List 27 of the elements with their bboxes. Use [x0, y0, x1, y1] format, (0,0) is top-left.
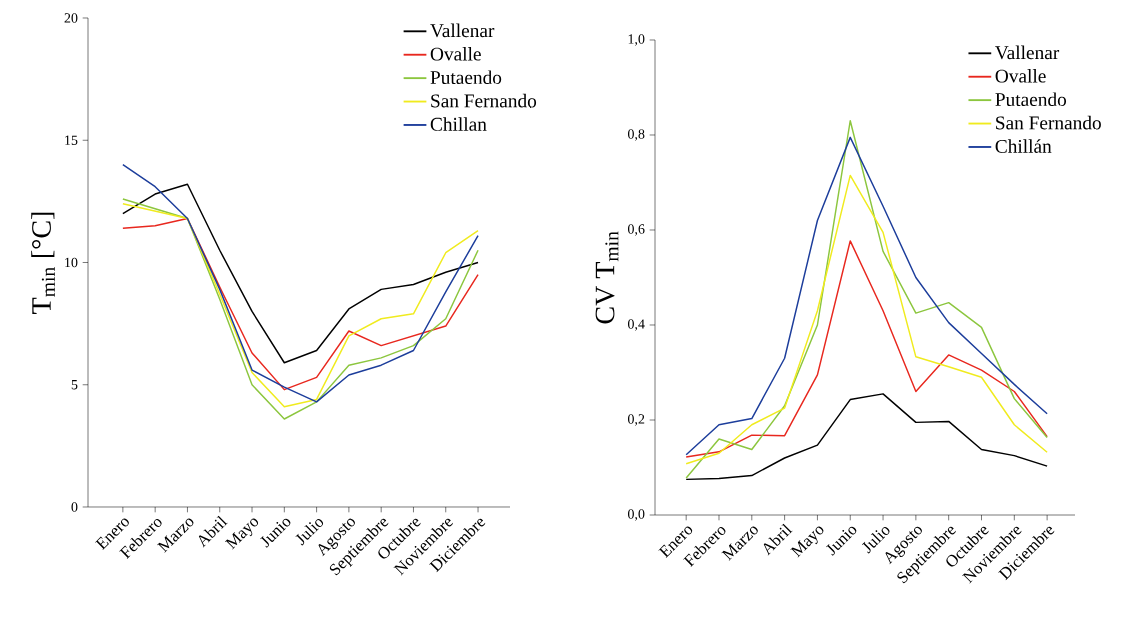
legend-label: Chillán — [995, 139, 1052, 153]
legend-label: San Fernando — [431, 93, 537, 108]
legend-label: Vallenar — [430, 23, 495, 38]
legend-label: San Fernando — [996, 115, 1101, 130]
y-tick-label: 0,8 — [627, 129, 645, 141]
line-series — [122, 183, 479, 364]
y-axis-title: T$_{min}$ [°C] — [31, 212, 55, 314]
legend-label: Putaendo — [995, 92, 1067, 107]
line-series — [685, 240, 1048, 458]
y-axis-title: CV T$_{min}$ — [595, 231, 619, 324]
y-tick-label: 20 — [64, 13, 78, 23]
y-tick-label: 0,0 — [627, 509, 645, 521]
legend-label: Chillan — [430, 117, 487, 131]
legend-label: Ovalle — [430, 47, 481, 61]
line-series — [122, 163, 479, 403]
y-tick-label: 10 — [65, 257, 78, 268]
y-tick-label: 0,2 — [627, 414, 645, 426]
y-tick-label: 1,0 — [628, 34, 645, 46]
y-tick-label: 0,6 — [627, 224, 645, 236]
line-series — [685, 393, 1048, 481]
y-tick-label: 15 — [65, 135, 78, 145]
y-tick-label: 0,4 — [627, 319, 645, 331]
legend-label: Vallenar — [995, 45, 1060, 60]
legend-label: Ovalle — [995, 69, 1046, 83]
y-tick-label: 0 — [71, 502, 78, 512]
legend-label: Putaendo — [430, 70, 502, 85]
y-tick-label: 5 — [71, 380, 78, 390]
